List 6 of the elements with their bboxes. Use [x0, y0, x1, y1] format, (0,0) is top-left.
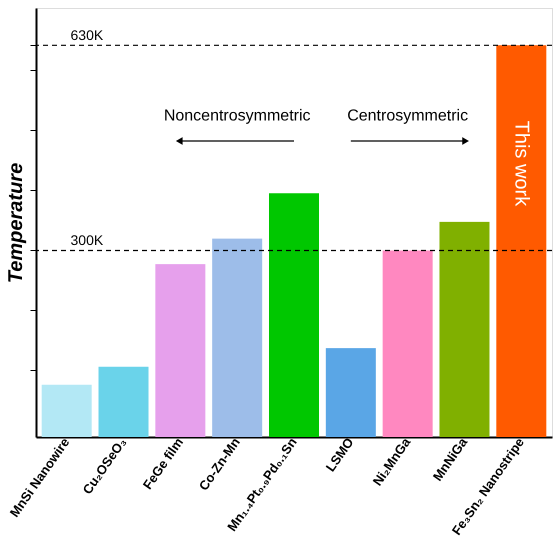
annotation: Noncentrosymmetric	[164, 107, 311, 124]
annotation: Centrosymmetric	[347, 107, 468, 124]
y-axis-title: Temperature	[5, 162, 27, 284]
y-tick-label: 630K	[70, 26, 104, 43]
y-tick-label: 300K	[70, 232, 104, 248]
annotation: This work	[510, 120, 532, 208]
